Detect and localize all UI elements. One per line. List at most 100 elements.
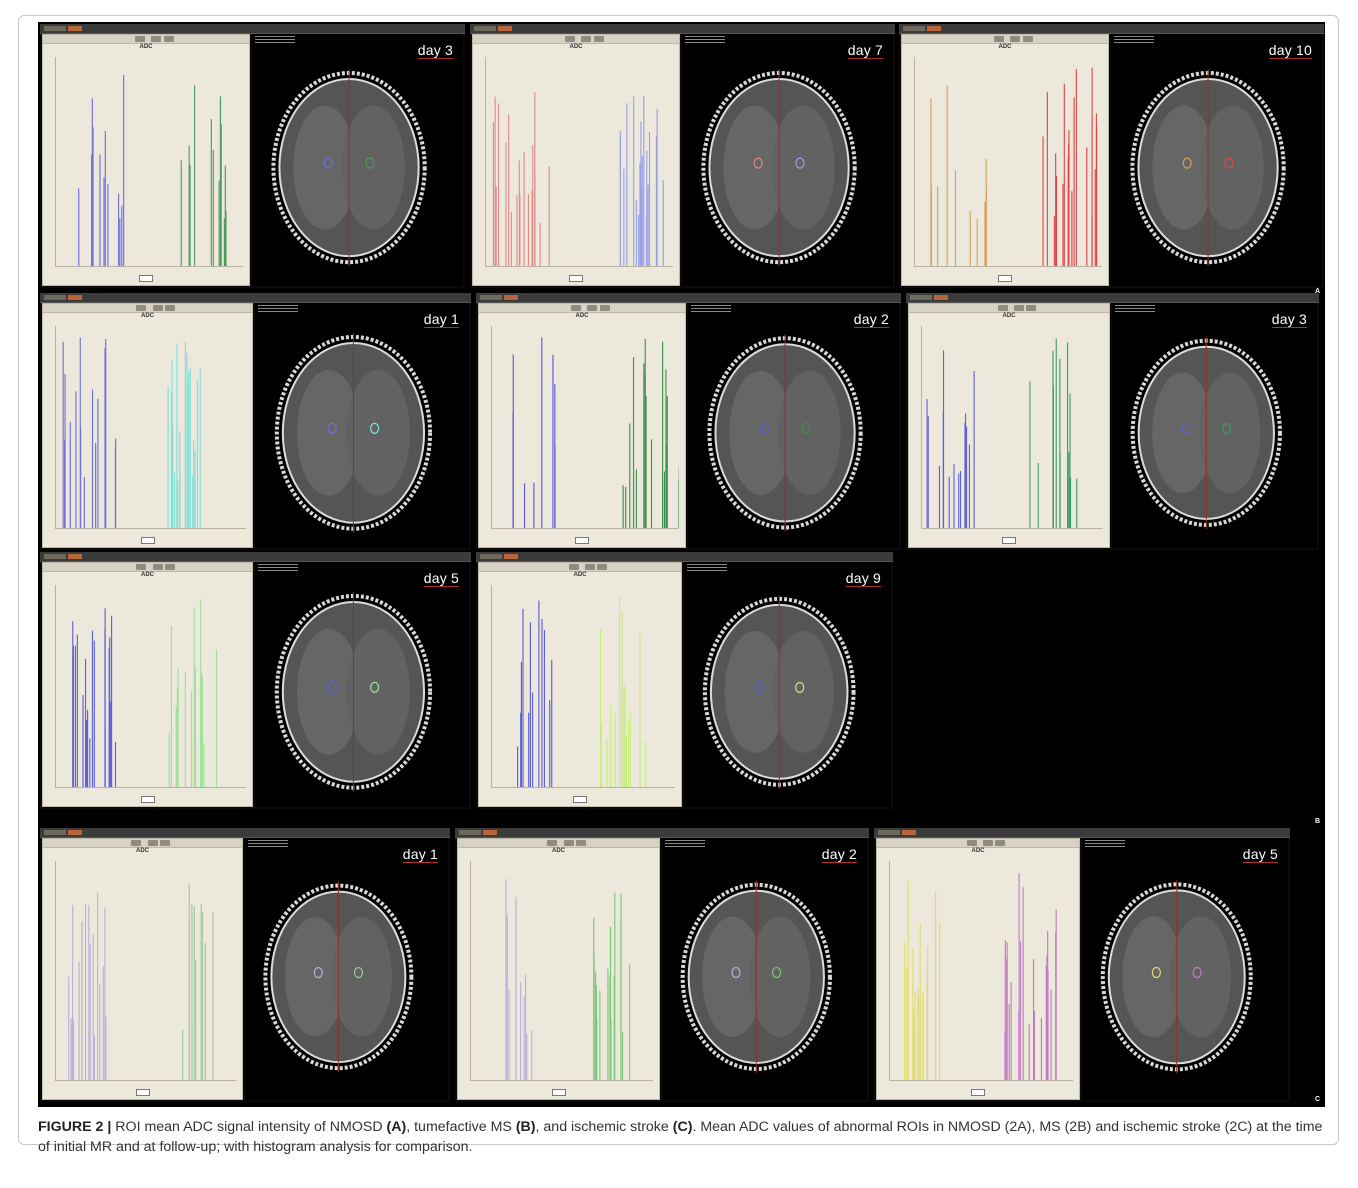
adc-histogram: ADC xyxy=(42,303,253,548)
histogram-bar xyxy=(935,890,937,1080)
histogram-bar xyxy=(917,988,919,1080)
histogram-bar xyxy=(619,596,621,787)
mri-overlay-text xyxy=(255,36,295,44)
histogram-tool-icon xyxy=(571,305,581,311)
histogram-bar xyxy=(1018,873,1020,1080)
histogram-tool-icon xyxy=(994,36,1004,42)
histogram-bar xyxy=(531,190,533,266)
histogram-bar xyxy=(512,354,514,528)
histogram-title: ADC xyxy=(552,848,565,854)
histogram-bar xyxy=(505,979,507,1080)
adc-histogram: ADC xyxy=(908,303,1110,548)
viewer-tag-active xyxy=(68,554,82,559)
roi-circle-right xyxy=(795,157,805,169)
histogram-tool-icon xyxy=(1010,36,1020,42)
histogram-bar xyxy=(1006,958,1008,1080)
histogram-bar xyxy=(79,337,81,528)
caption-text-1: ROI mean ADC signal intensity of NMOSD xyxy=(111,1119,387,1135)
histogram-bar xyxy=(200,904,202,1080)
histogram-bar xyxy=(93,640,95,787)
histogram-bar xyxy=(639,741,641,787)
histogram-bar xyxy=(623,168,625,266)
histogram-bar xyxy=(1033,1010,1035,1080)
day-label: day 9 xyxy=(845,570,881,587)
roi-circle-right xyxy=(1192,966,1202,979)
histogram-bar xyxy=(621,612,623,787)
histogram-bar xyxy=(913,1009,915,1080)
histogram-bar xyxy=(177,480,179,528)
histogram-bars xyxy=(512,337,679,528)
histogram-plot-area xyxy=(55,861,236,1081)
viewer-tag xyxy=(480,554,502,559)
mri-axial-slice: day 9 xyxy=(684,562,891,807)
histogram-toolbar xyxy=(902,35,1108,44)
histogram-bar xyxy=(78,188,80,266)
histogram-title: ADC xyxy=(569,44,583,50)
histogram-bar xyxy=(1091,67,1093,266)
figure-panel: ADC day 3 xyxy=(40,24,465,288)
histogram-bar xyxy=(538,600,540,787)
histogram-bar xyxy=(97,398,99,528)
histogram-bar xyxy=(614,892,616,1080)
histogram-bar xyxy=(109,637,111,787)
histogram-bar xyxy=(1086,147,1088,266)
histogram-bar xyxy=(84,658,87,787)
histogram-bar xyxy=(527,194,530,266)
histogram-bar xyxy=(632,357,635,528)
histogram-bar xyxy=(210,119,212,266)
histogram-nav-icon xyxy=(135,1089,150,1096)
viewer-title-bar xyxy=(40,293,471,303)
histogram-bar xyxy=(629,710,631,787)
histogram-tool-icon xyxy=(151,36,161,42)
brain-image xyxy=(702,594,856,789)
adc-histogram: ADC xyxy=(42,34,250,286)
histogram-bar xyxy=(904,942,906,1080)
histogram-title: ADC xyxy=(573,572,587,578)
histogram-bar xyxy=(72,1025,74,1080)
histogram-plot-area xyxy=(485,57,673,267)
histogram-bar xyxy=(531,1030,533,1080)
histogram-bar xyxy=(1046,955,1048,1080)
histogram-bar xyxy=(212,149,214,266)
histogram-tool-icon xyxy=(600,305,610,311)
histogram-bar xyxy=(623,685,625,787)
histogram-plot-area xyxy=(921,326,1103,529)
right-hemisphere xyxy=(772,630,834,753)
histogram-bar xyxy=(200,599,202,787)
histogram-bar xyxy=(520,982,522,1080)
roi-circle-left xyxy=(1181,422,1191,435)
histogram-bar xyxy=(69,421,71,528)
histogram-toolbar xyxy=(43,563,252,572)
histogram-bar xyxy=(619,130,621,266)
viewer-tag-active xyxy=(927,26,941,31)
histogram-bar xyxy=(194,666,196,787)
histogram-plot-area xyxy=(55,585,246,788)
figure-panel: ADC day 10 xyxy=(899,24,1324,288)
histogram-bar xyxy=(110,701,112,787)
histogram-bar xyxy=(508,989,510,1080)
histogram-bar xyxy=(906,968,908,1080)
histogram-bar xyxy=(494,96,496,266)
viewer-title-bar xyxy=(906,293,1319,303)
histogram-bar xyxy=(224,165,226,266)
histogram-tool-icon xyxy=(983,840,993,846)
right-hemisphere xyxy=(346,628,410,755)
histogram-bar xyxy=(188,883,190,1080)
histogram-toolbar xyxy=(43,839,242,848)
histogram-bar xyxy=(554,384,556,528)
histogram-bar xyxy=(606,738,608,787)
histogram-bar xyxy=(92,934,94,1080)
histogram-bar xyxy=(627,721,630,787)
histogram-bar xyxy=(655,136,657,266)
histogram-bar xyxy=(599,990,601,1080)
histogram-bar xyxy=(189,164,191,266)
histogram-bar xyxy=(529,622,531,787)
histogram-bar xyxy=(1008,1003,1010,1080)
histogram-bar xyxy=(1067,342,1069,528)
viewer-tag-active xyxy=(68,830,82,835)
histogram-tool-icon xyxy=(995,840,1005,846)
histogram-title: ADC xyxy=(971,848,985,854)
roi-circle-right xyxy=(370,422,380,434)
histogram-bar xyxy=(635,469,637,528)
histogram-bar xyxy=(1069,393,1071,528)
